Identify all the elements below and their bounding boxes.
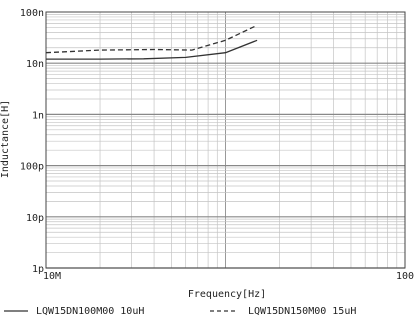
y-tick-label: 10p xyxy=(26,213,44,224)
y-axis-label: Inductance[H] xyxy=(0,100,11,178)
y-tick-labels: 1p 10p 100p 1n 10n 100n xyxy=(20,8,44,275)
series-line-1 xyxy=(46,39,258,60)
y-tick-label: 100n xyxy=(20,8,44,19)
legend-label-series-2: LQW15DN150M00 15uH xyxy=(248,306,356,317)
legend: LQW15DN100M00 10uH LQW15DN150M00 15uH xyxy=(4,306,356,317)
x-tick-labels: 10M 100 xyxy=(43,271,414,282)
y-tick-label: 100p xyxy=(20,162,44,173)
y-tick-label: 1n xyxy=(32,110,44,121)
series-lines xyxy=(45,24,258,60)
x-axis-label: Frequency[Hz] xyxy=(188,289,266,300)
grid-lines xyxy=(45,12,405,269)
y-tick-label: 10n xyxy=(26,59,44,70)
x-tick-label: 100 xyxy=(396,271,414,282)
y-tick-label: 1p xyxy=(32,264,44,275)
x-tick-label: 10M xyxy=(43,271,61,282)
plot-frame xyxy=(45,11,406,269)
series-line-2 xyxy=(45,24,258,54)
legend-label-series-1: LQW15DN100M00 10uH xyxy=(36,306,144,317)
